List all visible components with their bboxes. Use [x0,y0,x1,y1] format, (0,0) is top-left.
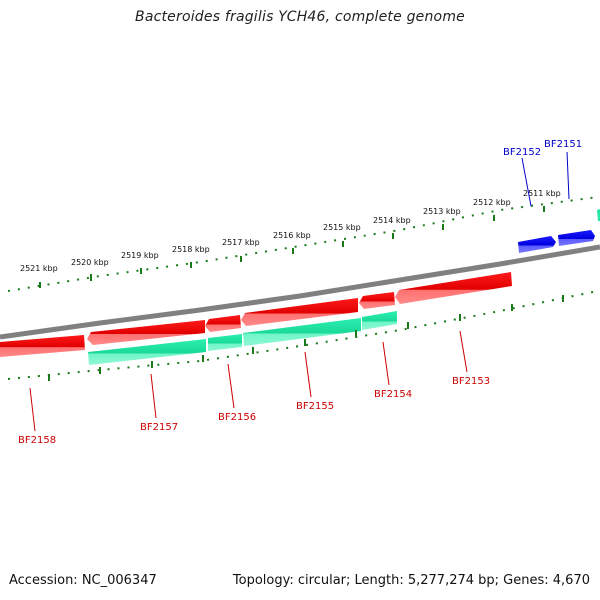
secondary-gene-track [88,311,397,365]
gene-label: BF2152 [503,147,541,158]
genome-backbone [0,244,600,340]
gene-BF2153[interactable] [395,272,512,304]
gene-BF2154[interactable] [359,292,395,309]
scale-label: 2518 kbp [172,245,210,254]
gene-BF2158[interactable] [0,335,85,357]
outer-major-ticks [39,206,545,288]
gene-partial-edge[interactable] [597,209,600,221]
scale-label: 2519 kbp [121,251,159,260]
gene-label: BF2155 [296,401,334,412]
label-leaders [29,151,570,432]
reverse-gene-track [0,272,512,357]
secondary-block[interactable] [88,339,206,365]
genome-summary-text: Topology: circular; Length: 5,277,274 bp… [232,573,590,588]
gene-BF2155[interactable] [241,298,358,326]
gene-BF2157[interactable] [87,320,205,345]
gene-BF2156[interactable] [205,315,241,332]
scale-label: 2517 kbp [222,238,260,247]
scale-label: 2521 kbp [20,264,58,273]
accession-text: Accession: NC_006347 [9,573,157,588]
secondary-block[interactable] [243,318,361,346]
forward-gene-track [518,209,600,253]
map-title: Bacteroides fragilis YCH46, complete gen… [135,9,465,25]
scale-label: 2514 kbp [373,216,411,225]
secondary-block[interactable] [362,311,397,330]
scale-label: 2516 kbp [273,231,311,240]
inner-major-ticks [48,295,564,381]
gene-label: BF2153 [452,376,490,387]
scale-label: 2513 kbp [423,207,461,216]
scale-label: 2515 kbp [323,223,361,232]
gene-label: BF2157 [140,422,178,433]
scale-label: 2511 kbp [523,189,561,198]
gene-labels: BF2151 BF2152 BF2153 BF2154 BF2155 BF215… [18,139,582,446]
secondary-block[interactable] [208,334,242,351]
gene-label: BF2156 [218,412,256,423]
gene-BF2152[interactable] [518,236,556,253]
gene-label: BF2151 [544,139,582,150]
gene-label: BF2154 [374,389,412,400]
scale-labels: 2521 kbp 2520 kbp 2519 kbp 2518 kbp 2517… [20,189,561,273]
scale-label: 2512 kbp [473,198,511,207]
gene-label: BF2158 [18,435,56,446]
gene-BF2151[interactable] [558,230,595,246]
scale-label: 2520 kbp [71,258,109,267]
